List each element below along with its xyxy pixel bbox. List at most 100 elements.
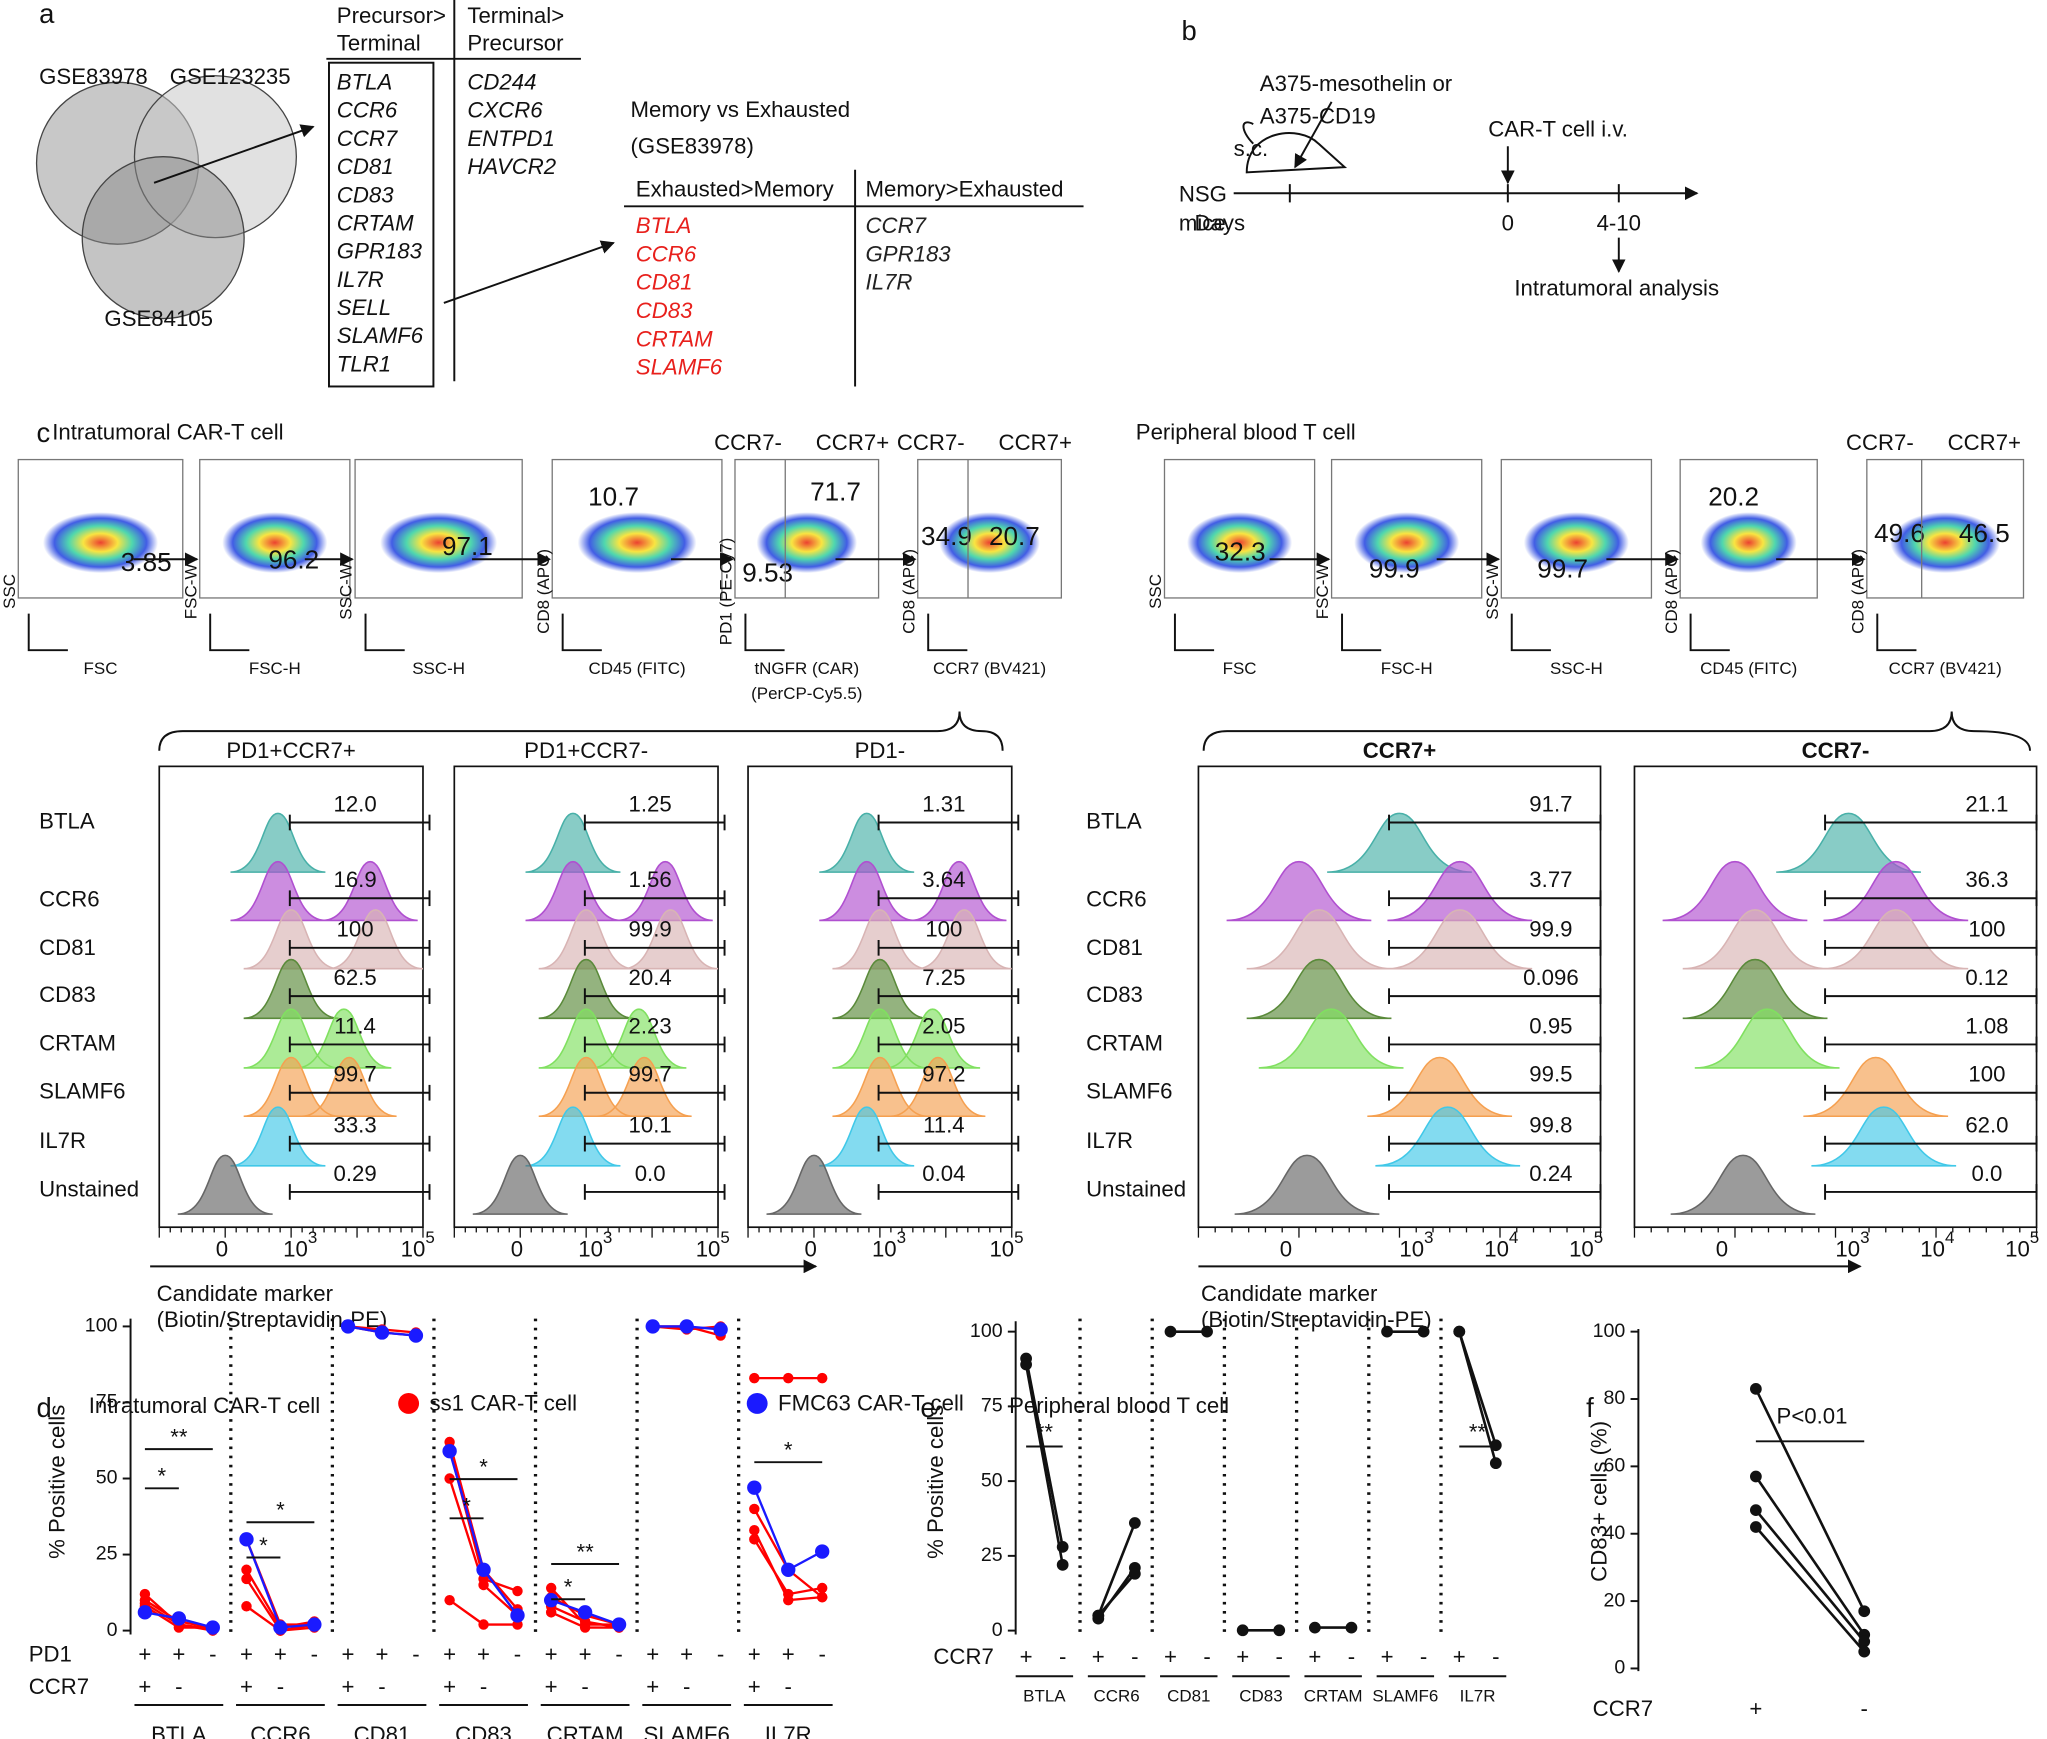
axis-corner: [209, 613, 250, 652]
table-subtitle: (GSE83978): [631, 133, 754, 158]
sig-label: *: [462, 1494, 471, 1519]
tick-label: 103: [1399, 1228, 1433, 1261]
gate-value: 7.25: [922, 965, 965, 990]
group-label: IL7R: [1460, 1687, 1496, 1706]
row-label: Unstained: [1086, 1177, 1186, 1202]
sign: +: [680, 1641, 693, 1666]
y-axis-label: FSC-W: [181, 564, 200, 620]
histogram: [819, 1106, 915, 1167]
line: [1754, 1509, 1866, 1643]
sign: +: [1749, 1696, 1762, 1721]
line: [1097, 1522, 1137, 1617]
point: [1164, 1325, 1177, 1338]
y-tick-label: 25: [981, 1544, 1003, 1566]
y-axis-label: % Positive cells: [923, 1405, 948, 1559]
gene: CXCR6: [467, 98, 543, 123]
table-header: Memory>Exhausted: [866, 177, 1064, 202]
quadrant-header: CCR7-: [897, 430, 965, 455]
table-header: Terminal: [337, 30, 421, 55]
point: [241, 1601, 252, 1612]
density: [1890, 512, 2001, 574]
y-tick-label: 40: [1604, 1522, 1626, 1544]
histogram: [230, 860, 418, 922]
point: [340, 1319, 356, 1334]
density: [42, 512, 159, 574]
sign: +: [443, 1641, 456, 1666]
sign: +: [274, 1641, 287, 1666]
point: [1750, 1470, 1762, 1483]
histogram: [177, 1154, 273, 1215]
gate-value: 91.7: [1529, 791, 1572, 816]
gate-value: 36.3: [1965, 867, 2008, 892]
tick-label: 103: [578, 1228, 612, 1261]
sign: +: [748, 1674, 761, 1699]
point: [1092, 1609, 1105, 1622]
tick-exp: 3: [603, 1228, 612, 1247]
gate-value: 99.5: [1529, 1062, 1572, 1087]
tick-exp: 5: [1014, 1228, 1023, 1247]
venn-label: GSE83978: [39, 64, 148, 89]
quadrant-header: CCR7+: [1948, 430, 2021, 455]
sig-label: *: [564, 1575, 573, 1600]
tick-label: 0: [805, 1237, 817, 1262]
density: [1354, 512, 1460, 574]
point: [783, 1588, 794, 1600]
tick-base: 10: [578, 1237, 603, 1262]
y-axis-label: PD1 (PE-Cy7): [717, 538, 736, 646]
gate-value: 10.7: [588, 482, 639, 512]
gate-value: 33.3: [333, 1113, 376, 1138]
point: [273, 1620, 288, 1635]
point: [749, 1503, 760, 1515]
point: [816, 1591, 828, 1603]
density: [380, 512, 498, 574]
tick-base: 10: [2005, 1237, 2030, 1262]
axis-corner: [1510, 613, 1551, 652]
sign: +: [1381, 1644, 1394, 1669]
sign: -: [683, 1674, 690, 1699]
gate-value: 0.29: [333, 1161, 376, 1186]
panel-title: Intratumoral CAR-T cell: [52, 419, 283, 444]
gate-value: 12.0: [333, 791, 376, 816]
histogram: [766, 1154, 862, 1215]
table-header: Terminal>: [467, 3, 564, 28]
gate-value: 0.096: [1523, 965, 1579, 990]
y-tick-label: 100: [1593, 1320, 1626, 1342]
gate-value: 1.56: [629, 867, 672, 892]
group-label: CD81: [1167, 1687, 1210, 1706]
gene: IL7R: [337, 267, 384, 292]
sig-label: *: [479, 1455, 488, 1480]
density: [1187, 512, 1293, 574]
gate-value: 20.2: [1708, 482, 1759, 512]
tick-label: 0: [511, 1237, 523, 1262]
gate-value: 71.7: [810, 476, 861, 506]
x-axis-label: SSC-H: [1550, 659, 1603, 678]
tick-base: 10: [1835, 1237, 1860, 1262]
x-axis-label: tNGFR (CAR): [754, 659, 859, 678]
y-axis-label: SSC: [0, 574, 19, 609]
y-axis-label: CD83+ cells (%): [1586, 1421, 1611, 1582]
row-label: CD81: [39, 935, 96, 960]
point: [1750, 1521, 1762, 1533]
histogram: [832, 1008, 981, 1069]
panel-label: b: [1181, 15, 1196, 46]
column-header: PD1+CCR7-: [524, 738, 648, 763]
histogram: [243, 909, 424, 970]
point: [816, 1372, 828, 1384]
axis-corner: [1689, 613, 1730, 652]
y-tick-label: 60: [1604, 1455, 1626, 1477]
histogram: [1811, 1106, 1957, 1167]
point: [1236, 1624, 1249, 1637]
legend-marker: [398, 1392, 420, 1414]
point: [1858, 1645, 1871, 1658]
gate-value: 3.77: [1529, 867, 1572, 892]
point: [1750, 1383, 1762, 1395]
gene: SELL: [337, 295, 391, 320]
sign: +: [443, 1674, 456, 1699]
sig-label: *: [784, 1438, 793, 1463]
point: [1345, 1621, 1358, 1634]
y-tick-label: 0: [1614, 1657, 1625, 1679]
y-tick-label: 0: [992, 1619, 1003, 1641]
gate-value: 100: [1968, 1062, 2005, 1087]
gate-value: 2.23: [629, 1013, 672, 1038]
gate-value: 21.1: [1965, 791, 2008, 816]
